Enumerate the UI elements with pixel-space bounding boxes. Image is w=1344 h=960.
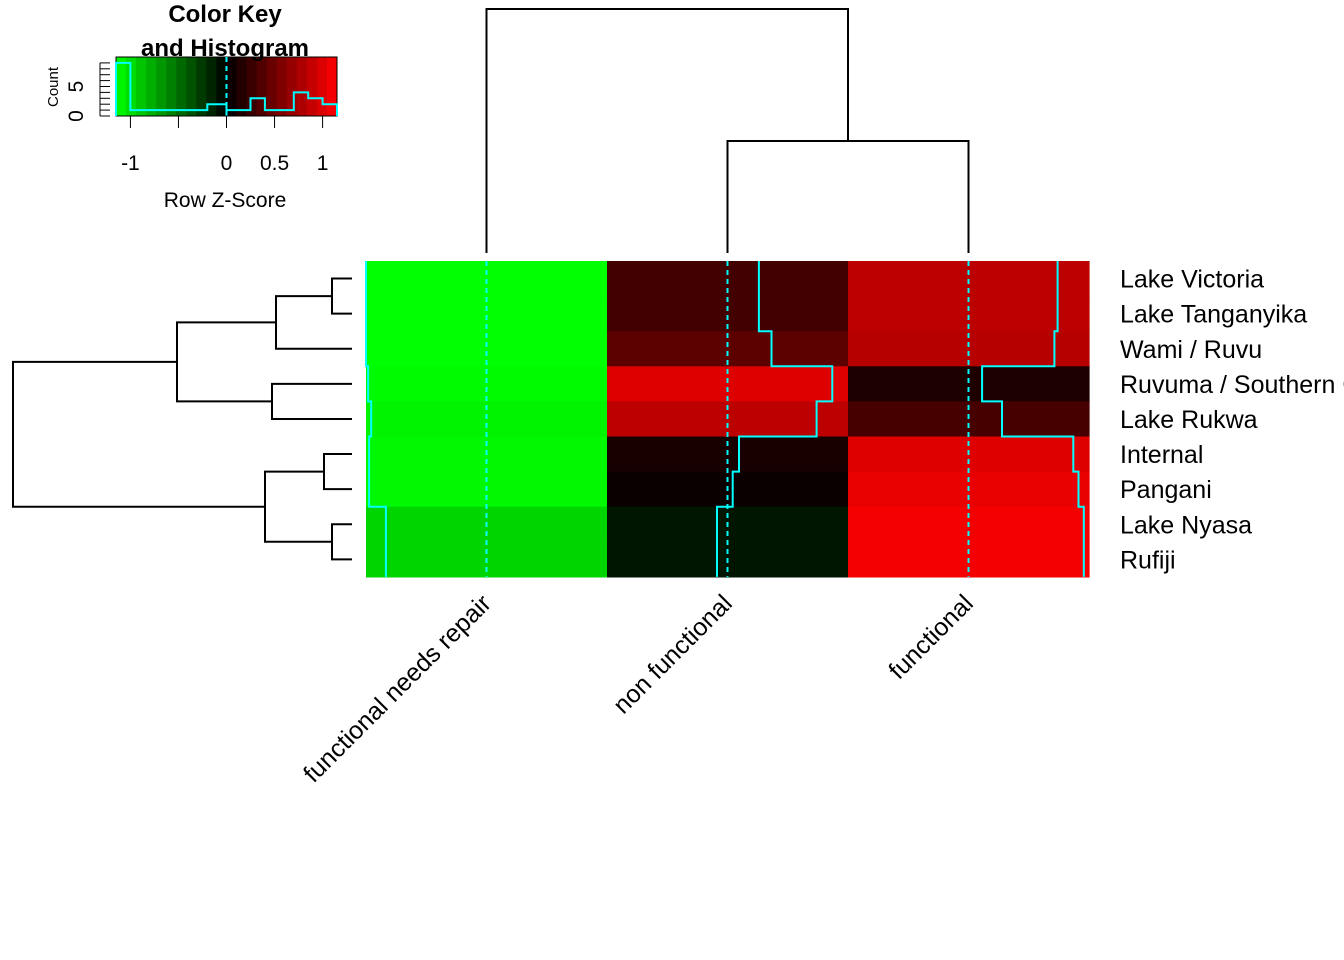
color-key-band	[206, 57, 217, 116]
color-key-band	[136, 57, 147, 116]
row-dendrogram-branch	[331, 523, 352, 561]
color-key-y-axis: 05	[65, 62, 110, 122]
row-dendrogram-branch	[275, 295, 352, 350]
row-label: Ruvuma / Southern Coast	[1120, 371, 1344, 399]
color-key-band	[246, 57, 258, 116]
color-key-x-tick-label: -1	[121, 152, 140, 175]
row-dendrogram-branch	[264, 470, 332, 543]
color-key: Color Key and Histogram -1 0 0.5 1 05 Row Z…	[45, 1, 338, 212]
column-dendrogram	[485, 8, 970, 253]
row-dendrogram-branch	[323, 453, 352, 491]
row-dendrogram	[12, 277, 352, 561]
row-label: Pangani	[1120, 476, 1212, 504]
row-label: Rufiji	[1120, 546, 1176, 574]
column-label: functional	[883, 589, 978, 684]
row-dendrogram-branch	[12, 360, 265, 508]
color-key-band	[156, 57, 167, 116]
color-key-band	[196, 57, 207, 116]
trace-line	[716, 261, 834, 577]
color-key-gradient	[116, 57, 338, 116]
color-key-x-axis: -1 0 0.5 1	[121, 115, 329, 175]
color-key-band	[306, 57, 318, 116]
row-label: Lake Tanganyika	[1120, 301, 1307, 329]
color-key-band	[286, 57, 298, 116]
color-key-band	[316, 57, 328, 116]
color-key-y-tick-label: 5	[65, 81, 88, 93]
color-key-subtitle: and Histogram	[141, 35, 309, 62]
color-key-band	[296, 57, 308, 116]
trace-line	[981, 261, 1085, 577]
color-key-band	[226, 57, 238, 116]
color-key-xlabel: Row Z-Score	[164, 189, 287, 212]
color-key-band	[276, 57, 288, 116]
color-key-band	[216, 57, 227, 116]
row-dendrogram-branch	[271, 382, 352, 420]
row-label: Lake Rukwa	[1120, 406, 1258, 434]
color-key-x-tick-label: 0	[221, 152, 233, 175]
row-label: Lake Nyasa	[1120, 511, 1252, 539]
color-key-ylabel: Count	[45, 66, 62, 107]
row-label: Wami / Ruvu	[1120, 336, 1262, 364]
trace-line	[365, 261, 387, 577]
color-key-histogram	[115, 61, 338, 116]
column-label: functional needs repair	[298, 589, 497, 788]
column-traces	[365, 261, 1085, 577]
column-label: non functional	[608, 589, 738, 719]
color-key-band	[146, 57, 157, 116]
row-label: Lake Victoria	[1120, 266, 1264, 294]
color-key-band	[256, 57, 268, 116]
column-dendrogram-branch	[485, 8, 849, 253]
row-label: Internal	[1120, 441, 1203, 469]
color-key-band	[116, 57, 127, 116]
color-key-band	[166, 57, 177, 116]
color-key-title: Color Key	[168, 1, 282, 28]
column-dendrogram-branch	[726, 140, 970, 253]
row-dendrogram-branch	[176, 321, 276, 403]
color-key-band	[236, 57, 248, 116]
color-key-x-tick-label: 1	[317, 152, 329, 175]
color-key-x-tick-label: 0.5	[260, 152, 289, 175]
row-dendrogram-branch	[331, 277, 352, 315]
color-key-band	[176, 57, 187, 116]
color-key-band	[186, 57, 197, 116]
column-labels: functional needs repair non functional fun…	[298, 589, 979, 788]
color-key-band	[326, 57, 338, 116]
color-key-band	[266, 57, 278, 116]
color-key-y-tick-label: 0	[65, 110, 88, 122]
row-labels: Lake Victoria Lake Tanganyika Wami / Ruvu R…	[1120, 266, 1344, 575]
